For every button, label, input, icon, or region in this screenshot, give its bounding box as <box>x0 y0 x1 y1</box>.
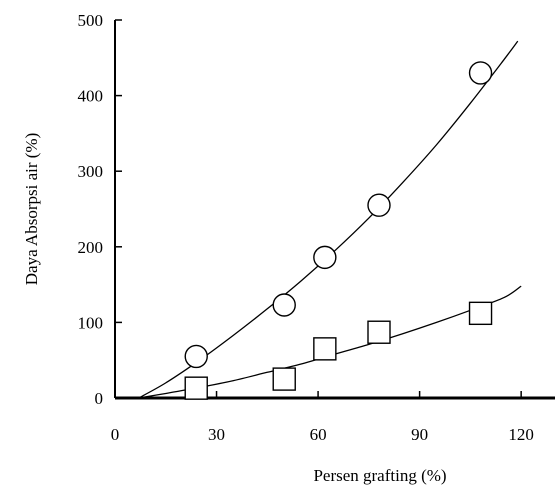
x-tick-label: 120 <box>508 425 534 444</box>
y-tick-label: 500 <box>78 11 104 30</box>
x-tick-label: 30 <box>208 425 225 444</box>
y-tick-label: 100 <box>78 313 104 332</box>
square-marker <box>184 376 208 400</box>
x-tick-label: 60 <box>310 425 327 444</box>
square-marker <box>272 367 296 391</box>
y-tick-label: 0 <box>95 389 104 408</box>
x-tick-label: 90 <box>411 425 428 444</box>
y-tick-label: 200 <box>78 238 104 257</box>
circle-marker <box>367 193 391 217</box>
data-markers <box>184 61 493 400</box>
circle-marker <box>313 245 337 270</box>
square-marker <box>313 337 337 361</box>
circle-marker <box>272 293 296 317</box>
x-axis-title: Persen grafting (%) <box>313 466 446 485</box>
y-tick-label: 400 <box>78 87 104 106</box>
circle-marker <box>184 344 208 369</box>
circle-marker <box>468 61 493 85</box>
square-marker <box>468 301 493 326</box>
y-tick-label: 300 <box>78 162 104 181</box>
y-axis-title: Daya Absorpsi air (%) <box>22 133 41 286</box>
axis-ticks: 0 100 200 300 400 500 0 30 60 90 120 <box>78 11 534 444</box>
x-tick-label: 0 <box>111 425 120 444</box>
square-marker <box>367 320 391 344</box>
